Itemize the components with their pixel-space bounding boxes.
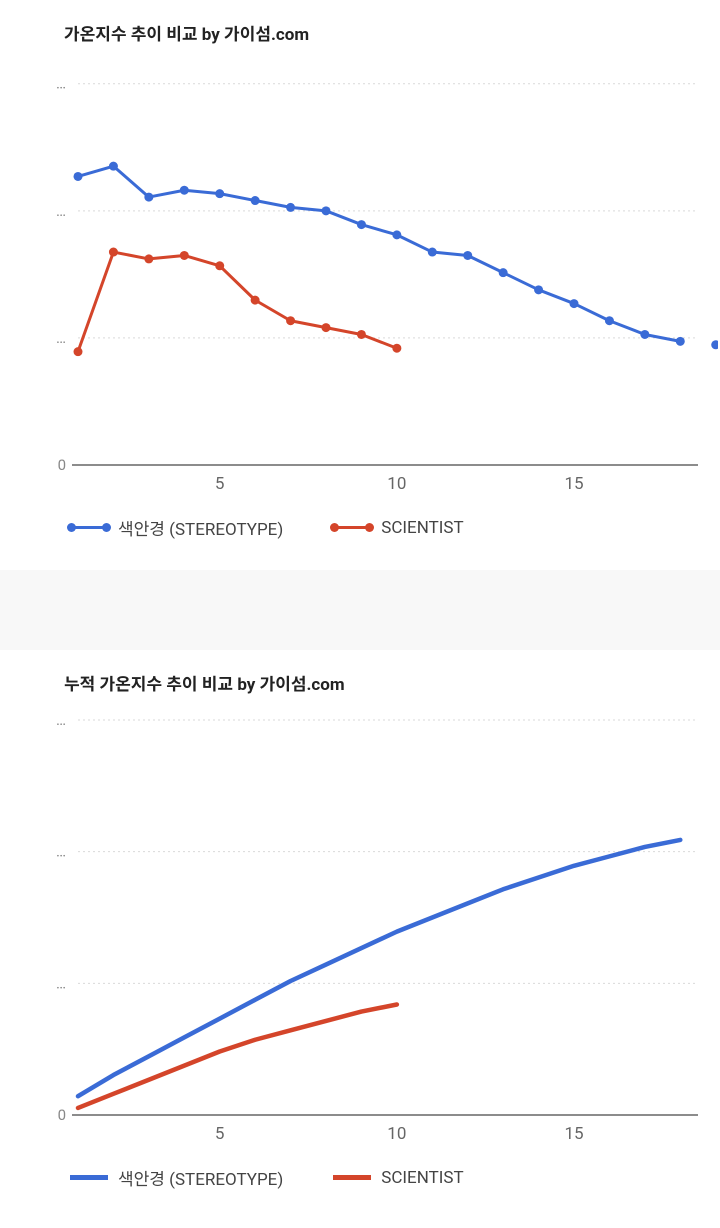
svg-text:5: 5 <box>215 1124 225 1144</box>
svg-text:10: 10 <box>387 1124 406 1144</box>
svg-text:10: 10 <box>387 474 406 494</box>
legend-item: SCIENTIST <box>333 515 463 540</box>
legend-item: 색안경 (STEREOTYPE) <box>70 515 283 540</box>
svg-text:…: … <box>56 75 66 93</box>
chart-1-title: 가온지수 추이 비교 by 가이섬.com <box>64 20 690 45</box>
legend-item: 색안경 (STEREOTYPE) <box>70 1165 283 1190</box>
chart-1-svg: 0 … … … 5 10 15 <box>30 65 718 495</box>
svg-text:…: … <box>56 843 66 861</box>
svg-text:…: … <box>56 715 66 729</box>
chart-2-title-by: by 가이섬.com <box>237 675 344 695</box>
legend-swatch <box>70 1175 108 1180</box>
svg-text:…: … <box>56 329 66 347</box>
legend-swatch <box>333 1175 371 1180</box>
chart-2-title: 누적 가온지수 추이 비교 by 가이섬.com <box>64 670 690 695</box>
svg-text:15: 15 <box>564 1124 583 1144</box>
chart-gap <box>0 570 720 650</box>
legend-swatch <box>333 526 371 529</box>
chart-1-block: 가온지수 추이 비교 by 가이섬.com 0 … … … 5 10 15 색안경 (STE… <box>0 0 720 570</box>
chart-1-legend: 색안경 (STEREOTYPE) SCIENTIST <box>70 515 690 540</box>
page-root: 가온지수 추이 비교 by 가이섬.com 0 … … … 5 10 15 색안경 (STE… <box>0 0 720 1220</box>
legend-label: SCIENTIST <box>381 518 463 538</box>
chart-2-block: 누적 가온지수 추이 비교 by 가이섬.com 0 … … … 5 10 15 색안경 (… <box>0 650 720 1220</box>
chart-2-legend: 색안경 (STEREOTYPE) SCIENTIST <box>70 1165 690 1190</box>
svg-text:5: 5 <box>215 474 225 494</box>
svg-text:15: 15 <box>564 474 583 494</box>
legend-swatch <box>70 526 108 529</box>
chart-2-title-prefix: 누적 가온지수 추이 비교 <box>64 675 237 695</box>
legend-label: 색안경 (STEREOTYPE) <box>118 515 283 540</box>
chart-2-svg: 0 … … … 5 10 15 <box>30 715 718 1145</box>
svg-text:…: … <box>56 974 66 992</box>
legend-item: SCIENTIST <box>333 1165 463 1190</box>
chart-1-title-prefix: 가온지수 추이 비교 <box>64 25 202 45</box>
legend-label: 색안경 (STEREOTYPE) <box>118 1165 283 1190</box>
svg-text:…: … <box>56 202 66 220</box>
legend-label: SCIENTIST <box>381 1168 463 1188</box>
chart-1-title-by: by 가이섬.com <box>202 25 309 45</box>
svg-text:0: 0 <box>58 456 66 474</box>
svg-text:0: 0 <box>58 1106 66 1124</box>
